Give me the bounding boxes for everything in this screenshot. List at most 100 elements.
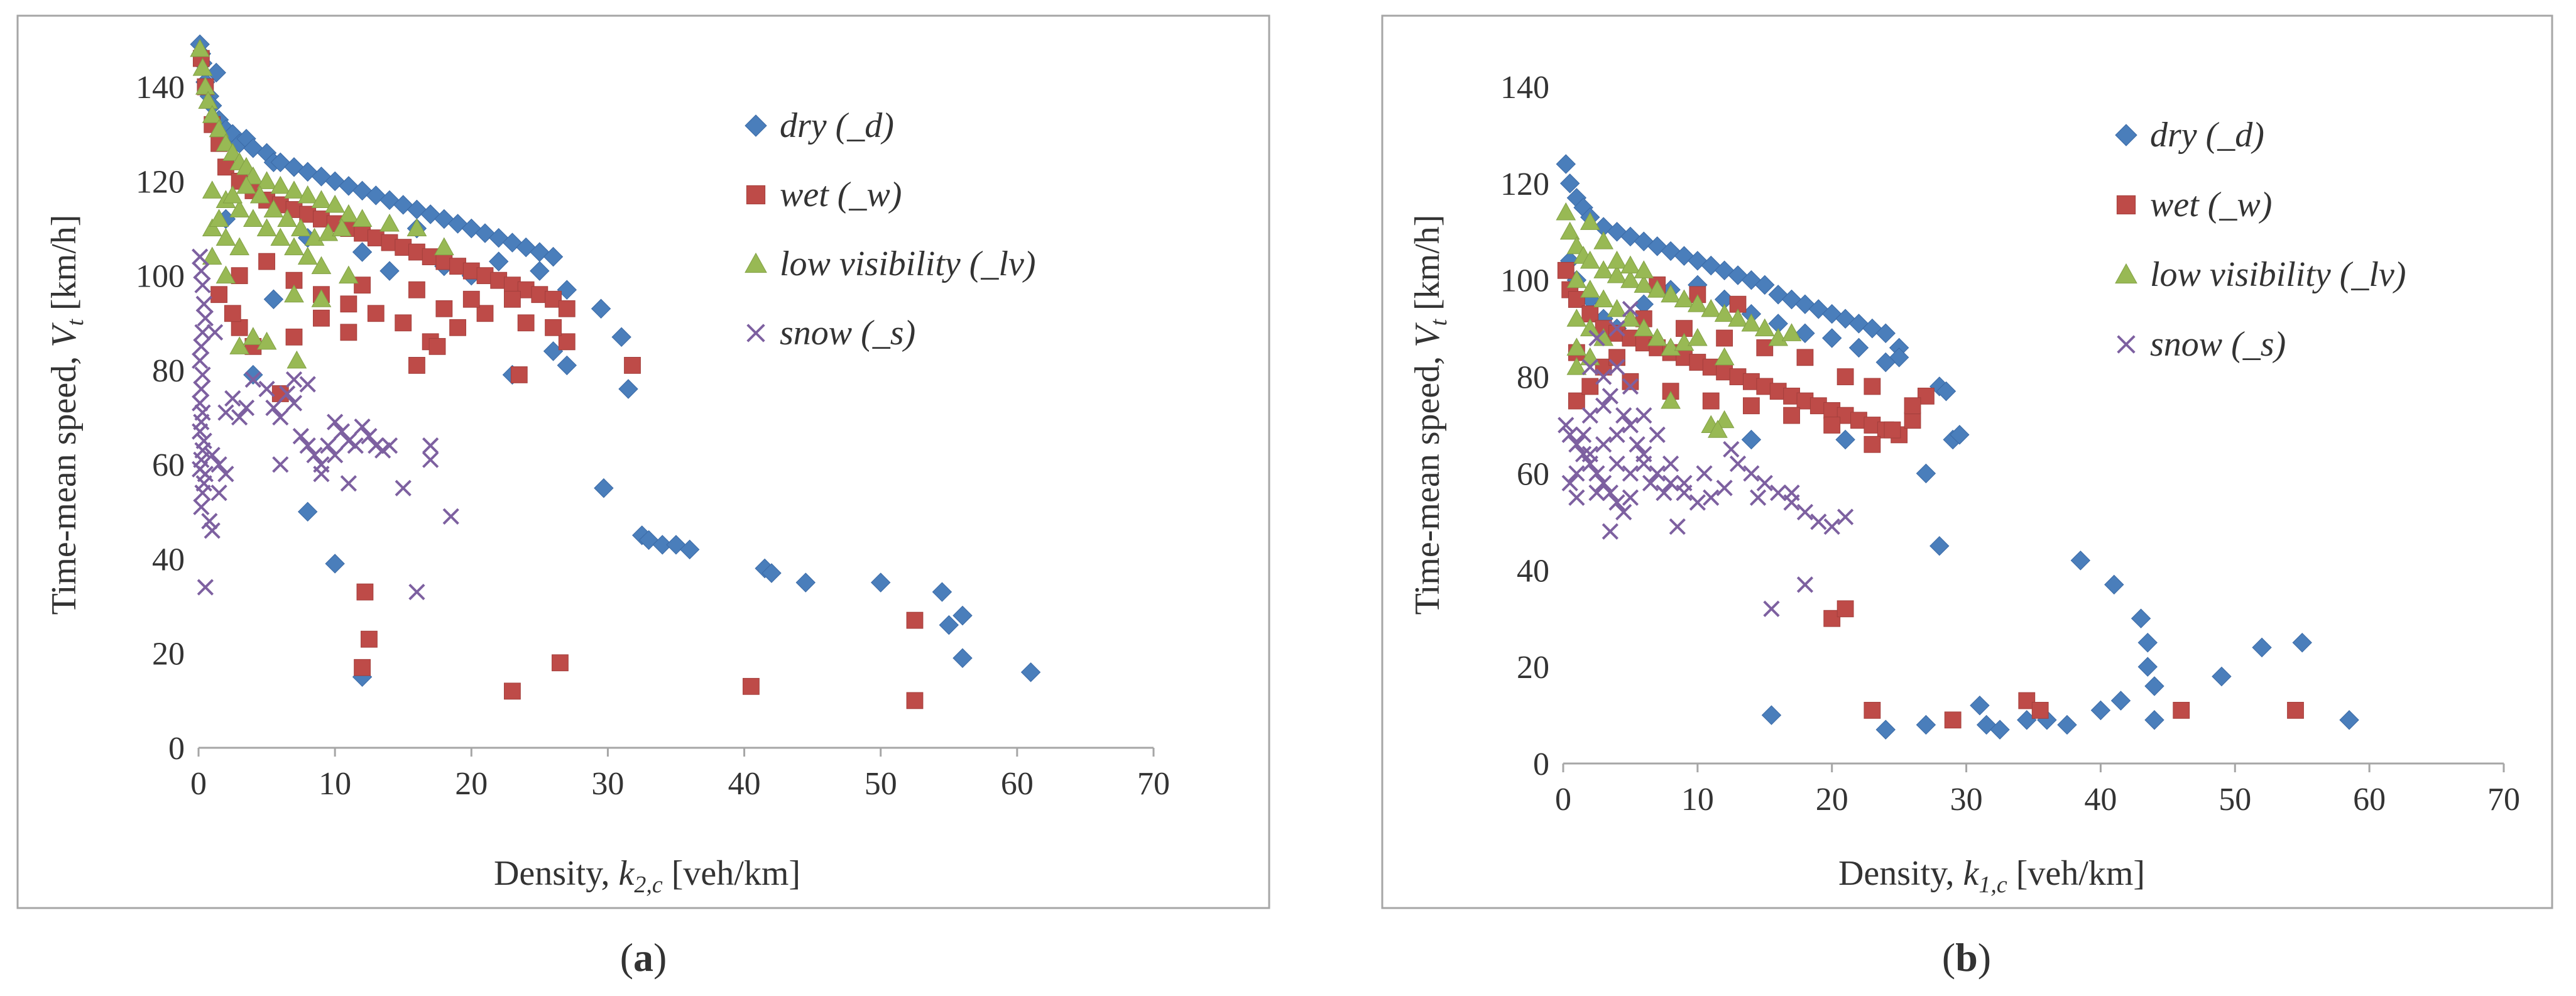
point-low_visibility [216,227,236,246]
y-tick-label: 100 [1500,263,1549,299]
chart-b-plot [1556,154,2359,740]
point-wet [361,630,378,648]
point-snow [192,352,209,369]
point-snow [422,437,439,454]
point-snow [1642,474,1659,491]
point-low_visibility [332,218,352,237]
point-low_visibility [216,265,236,284]
point-wet [224,305,241,322]
y-tick-label: 0 [168,731,185,767]
point-snow [217,466,234,483]
legend-label-wet: wet (_w) [2150,185,2272,224]
point-wet [906,692,924,709]
point-snow [381,437,398,454]
point-low_visibility [1593,260,1614,278]
point-wet [1823,417,1841,434]
point-wet [1944,711,1962,729]
point-snow [194,276,211,293]
point-dry [1929,536,1950,556]
point-snow [1595,436,1612,453]
series-low_visibility [1556,202,1802,438]
point-dry [1020,662,1041,682]
point-snow [1689,494,1706,511]
point-snow [1558,417,1575,434]
point-wet [504,682,521,700]
point-snow [195,295,212,312]
point-snow [1608,320,1625,337]
x-tick-label: 10 [319,766,351,802]
point-low_visibility [1754,318,1775,337]
point-wet [1864,701,1881,719]
point-wet [1864,378,1881,395]
x-tick-label: 50 [2219,782,2251,818]
point-dry [2110,691,2131,711]
x-tick-label: 30 [1950,782,1983,818]
point-low_visibility [1607,250,1627,269]
point-snow [361,428,378,445]
point-dry [2144,710,2164,730]
point-wet [1796,349,1814,366]
point-low_visibility [256,218,277,237]
point-dry [795,572,816,593]
point-snow [1723,441,1740,458]
point-wet [1836,600,1854,618]
point-snow [1588,465,1605,482]
point-snow [1615,407,1632,424]
point-low_visibility [1580,280,1600,298]
point-low_visibility [229,237,249,256]
point-snow [1635,455,1652,473]
point-snow [1568,489,1585,506]
point-dry [652,535,672,555]
legend-marker-wet [2116,195,2136,215]
point-snow [313,466,330,483]
legend-marker-dry [745,114,767,137]
point-wet [1884,421,1901,439]
point-low_visibility [1593,289,1614,307]
point-dry [761,563,782,583]
point-snow [1622,417,1639,434]
chart-a-ylabel: Time-mean speed, Vt[km/h] [45,215,89,615]
y-tick-label: 100 [136,259,185,295]
point-snow [204,522,221,539]
point-snow [1635,407,1652,424]
series-snow [192,248,459,601]
point-snow [1588,484,1605,501]
point-snow [201,513,218,530]
point-dry [1755,275,1775,295]
point-snow [1696,465,1713,482]
x-tick-label: 70 [1137,766,1170,802]
point-snow [1595,474,1612,491]
point-snow [1602,523,1618,540]
y-tick-label: 120 [136,164,185,200]
point-dry [1795,323,1815,344]
point-snow [1656,484,1673,501]
point-snow [1608,359,1625,376]
point-wet [258,253,275,270]
point-low_visibility [1607,265,1627,283]
point-wet [552,654,569,672]
point-low_visibility [1688,327,1708,346]
point-snow [1783,484,1800,501]
point-low_visibility [1620,309,1640,327]
point-low_visibility [1559,221,1580,240]
chart-b-frame [1381,14,2553,909]
point-snow [1608,426,1625,444]
point-snow [1575,446,1592,462]
point-wet [2173,701,2190,719]
point-dry [2212,666,2232,687]
point-low_visibility [339,204,359,222]
point-dry [557,280,577,300]
point-low_visibility [297,246,318,265]
point-wet [1864,435,1881,453]
point-snow [1561,426,1578,444]
point-snow [279,385,296,402]
point-low_visibility [1781,323,1802,341]
point-low_visibility [249,185,270,204]
point-snow [1581,407,1598,424]
point-snow [299,376,316,393]
point-snow [408,583,425,601]
point-low_visibility [339,265,359,284]
point-dry [1916,463,1936,484]
point-snow [210,456,227,473]
